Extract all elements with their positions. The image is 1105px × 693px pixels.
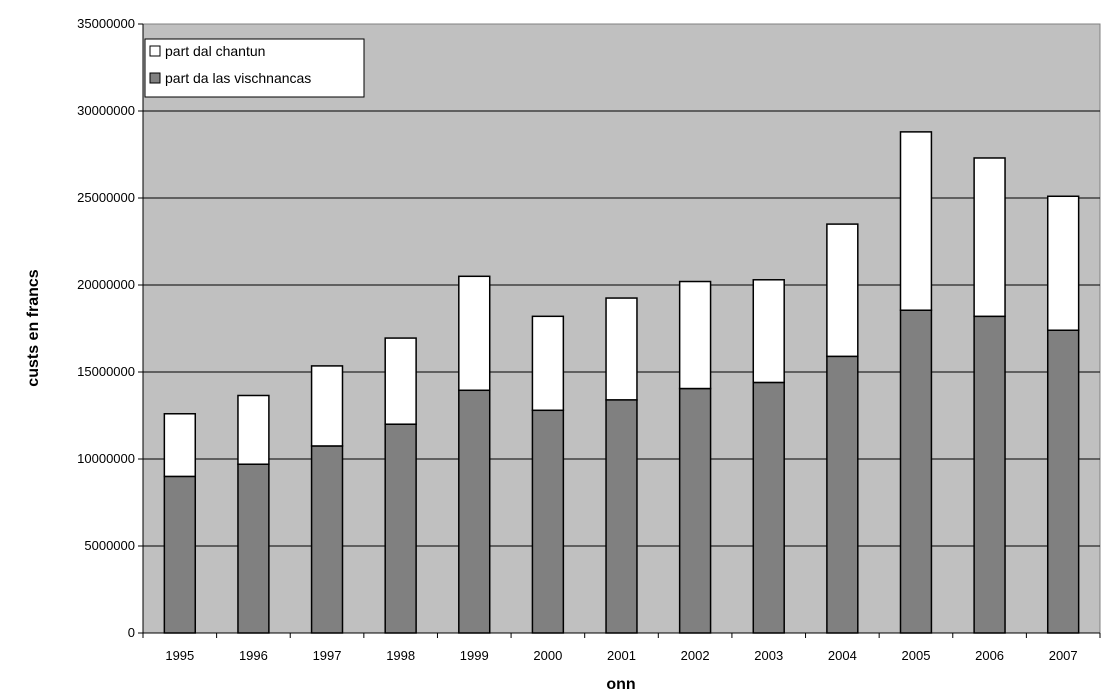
x-tick-label: 2006: [975, 648, 1004, 663]
x-tick-label: 2003: [754, 648, 783, 663]
y-tick-label: 30000000: [77, 103, 135, 118]
bar-chantun: [752, 279, 785, 384]
bar-vischnancas: [826, 355, 859, 634]
bar-vischnancas: [237, 463, 270, 634]
bar-chantun: [237, 394, 270, 465]
x-tick-label: 2005: [902, 648, 931, 663]
legend-label-vischnancas: part da las vischnancas: [165, 70, 311, 86]
bar-vischnancas: [458, 389, 491, 634]
bar-vischnancas: [1046, 329, 1080, 634]
bar-chantun: [826, 223, 859, 358]
x-tick-label: 1995: [165, 648, 194, 663]
bar-vischnancas: [678, 387, 712, 634]
legend-swatch-vischnancas: [149, 72, 161, 84]
bar-vischnancas: [899, 309, 933, 634]
y-tick-label: 15000000: [77, 364, 135, 379]
x-tick-label: 1997: [313, 648, 342, 663]
legend-box: [144, 38, 365, 98]
y-tick-label: 5000000: [84, 538, 135, 553]
y-tick-label: 0: [128, 625, 135, 640]
bar-chantun: [973, 157, 1006, 318]
bar-chantun: [1046, 195, 1080, 331]
bar-chantun: [310, 365, 344, 447]
bar-vischnancas: [973, 315, 1006, 634]
bar-chantun: [163, 413, 197, 478]
y-tick-label: 35000000: [77, 16, 135, 31]
x-tick-label: 2007: [1049, 648, 1078, 663]
bar-vischnancas: [310, 445, 344, 634]
x-axis-title: onn: [606, 676, 635, 693]
axes: 0 5000000 10000000 15000000 20000000 25000000…: [77, 16, 1101, 663]
x-tick-label: 2001: [607, 648, 636, 663]
bar-vischnancas: [752, 381, 785, 634]
y-axis-title: custs en francs: [25, 269, 42, 386]
bar-chantun: [605, 297, 638, 401]
x-tick-label: 1999: [460, 648, 489, 663]
legend-label-chantun: part dal chantun: [165, 43, 265, 59]
bar-chantun: [531, 315, 565, 412]
y-tick-label: 20000000: [77, 277, 135, 292]
x-tick-label: 2004: [828, 648, 857, 663]
x-tick-label: 1998: [386, 648, 415, 663]
bar-vischnancas: [605, 399, 638, 634]
x-tick-label: 2000: [533, 648, 562, 663]
bar-vischnancas: [531, 409, 565, 634]
y-tick-label: 25000000: [77, 190, 135, 205]
bar-chantun: [458, 275, 491, 392]
bar-chantun: [678, 280, 712, 390]
x-tick-label: 1996: [239, 648, 268, 663]
legend: part dal chantun part da las vischnancas: [144, 38, 365, 98]
bar-chantun: [384, 337, 417, 425]
gridlines: [143, 110, 1100, 547]
bar-vischnancas: [384, 423, 417, 634]
y-tick-label: 10000000: [77, 451, 135, 466]
bar-vischnancas: [163, 475, 197, 634]
x-tick-label: 2002: [681, 648, 710, 663]
bar-chantun: [899, 131, 933, 311]
legend-swatch-chantun: [149, 45, 161, 57]
bars: [163, 131, 1080, 634]
